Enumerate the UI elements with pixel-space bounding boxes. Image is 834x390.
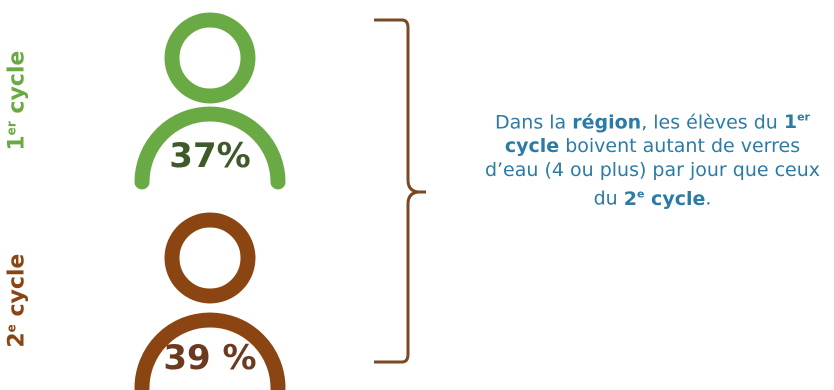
cycle1-side-label: 1er cycle bbox=[4, 50, 30, 151]
cycle1-percent: 37% bbox=[169, 136, 251, 176]
summary-text: Dans la région, les élèves du 1er cycle … bbox=[484, 111, 821, 210]
cycle2-percent: 39 % bbox=[163, 338, 257, 378]
brace-icon bbox=[374, 18, 426, 364]
person-icon-cycle2 bbox=[134, 212, 286, 390]
cycle2-side-label: 2e cycle bbox=[4, 253, 30, 348]
person-icon-cycle1 bbox=[134, 12, 286, 190]
